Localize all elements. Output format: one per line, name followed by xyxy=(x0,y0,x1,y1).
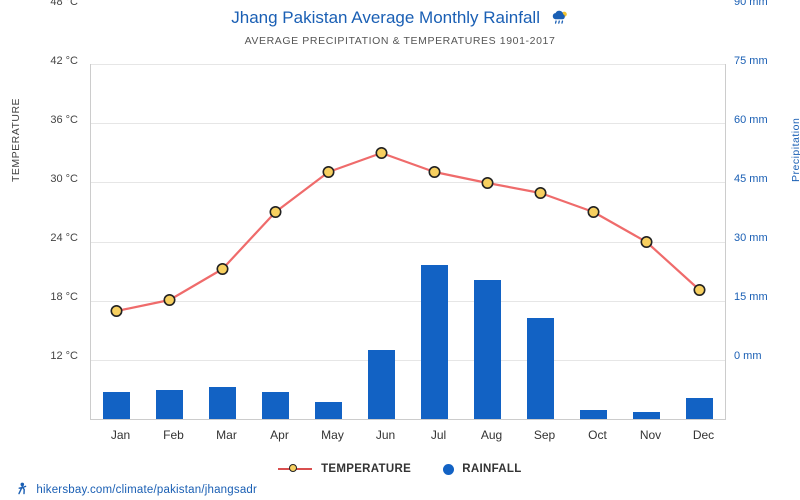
x-axis-tick: Mar xyxy=(216,428,237,442)
weather-rain-sun-icon xyxy=(551,10,569,31)
x-axis-tick: Sep xyxy=(533,428,556,442)
legend-label-temperature: TEMPERATURE xyxy=(321,463,412,475)
page-subtitle: AVERAGE PRECIPITATION & TEMPERATURES 190… xyxy=(244,35,556,47)
x-axis-tick: Jan xyxy=(110,428,131,442)
temperature-point-oct xyxy=(587,206,600,219)
y-axis-left-tick: 48 °C xyxy=(50,0,78,8)
plot-area xyxy=(90,64,726,420)
chart-legend: TEMPERATURE RAINFALL xyxy=(0,463,800,475)
bar-rainfall-aug xyxy=(474,280,501,419)
x-axis-tick: Aug xyxy=(480,428,503,442)
x-axis-tick: Jun xyxy=(375,428,396,442)
legend-label-rainfall: RAINFALL xyxy=(462,463,522,475)
y-axis-right-line xyxy=(725,64,726,420)
bar-rainfall-may xyxy=(315,402,342,419)
bar-rainfall-mar xyxy=(209,387,236,419)
legend-item-temperature[interactable]: TEMPERATURE xyxy=(278,463,411,475)
bar-rainfall-apr xyxy=(262,392,289,419)
y-axis-left-tick: 42 °C xyxy=(50,55,78,67)
y-axis-left-tick: 30 °C xyxy=(50,173,78,185)
temperature-point-jul xyxy=(428,166,441,179)
y-axis-left-tick: 12 °C xyxy=(50,350,78,362)
y-axis-left-title: TEMPERATURE xyxy=(10,97,22,182)
x-axis-tick: Apr xyxy=(270,428,289,442)
x-axis-tick: Feb xyxy=(163,428,184,442)
x-axis-tick: Oct xyxy=(588,428,607,442)
y-axis-right-tick: 45 mm xyxy=(734,173,768,185)
y-axis-left-tick: 24 °C xyxy=(50,232,78,244)
temperature-point-aug xyxy=(481,177,494,190)
temperature-line-series xyxy=(110,147,706,318)
footer-text: hikersbay.com/climate/pakistan/jhangsadr xyxy=(36,484,258,496)
y-axis-right-tick: 75 mm xyxy=(734,55,768,67)
gridline xyxy=(90,123,726,124)
x-axis-tick: Nov xyxy=(639,428,662,442)
rainfall-dot-icon xyxy=(442,463,454,475)
y-axis-left-tick: 36 °C xyxy=(50,114,78,126)
temperature-point-nov xyxy=(640,236,653,249)
temperature-point-may xyxy=(322,166,335,179)
y-axis-right-tick: 0 mm xyxy=(734,350,762,362)
gridline xyxy=(90,301,726,302)
x-axis-line xyxy=(90,419,726,420)
y-axis-left-line xyxy=(90,64,91,420)
bar-rainfall-sep xyxy=(527,318,554,419)
bar-rainfall-nov xyxy=(633,412,660,419)
page-title-text: Jhang Pakistan Average Monthly Rainfall xyxy=(231,8,540,27)
y-axis-right-tick: 30 mm xyxy=(734,232,768,244)
temperature-point-jun xyxy=(375,147,388,160)
bar-rainfall-oct xyxy=(580,410,607,419)
bar-rainfall-jun xyxy=(368,350,395,419)
y-axis-left-tick: 18 °C xyxy=(50,291,78,303)
x-axis-tick: May xyxy=(321,428,344,442)
temperature-point-jan xyxy=(110,305,123,318)
temperature-point-dec xyxy=(693,284,706,297)
y-axis-right-tick: 15 mm xyxy=(734,291,768,303)
x-axis-tick: Jul xyxy=(430,428,447,442)
temperature-point-mar xyxy=(216,263,229,276)
temperature-point-sep xyxy=(534,187,547,200)
temperature-point-apr xyxy=(269,206,282,219)
hiker-icon xyxy=(16,482,29,498)
legend-item-rainfall[interactable]: RAINFALL xyxy=(442,463,522,475)
temperature-line-icon xyxy=(278,463,313,475)
footer-link[interactable]: hikersbay.com/climate/pakistan/jhangsadr xyxy=(16,482,257,498)
bar-rainfall-dec xyxy=(686,398,713,419)
gridline xyxy=(90,242,726,243)
page-title: Jhang Pakistan Average Monthly Rainfall xyxy=(0,8,800,31)
gridline xyxy=(90,360,726,361)
gridline xyxy=(90,182,726,183)
gridline xyxy=(90,64,726,65)
y-axis-right-tick: 90 mm xyxy=(734,0,768,8)
temperature-point-feb xyxy=(163,294,176,307)
y-axis-right-tick: 60 mm xyxy=(734,114,768,126)
x-axis-tick: Dec xyxy=(692,428,715,442)
bar-rainfall-jul xyxy=(421,265,448,419)
bar-rainfall-jan xyxy=(103,392,130,419)
bar-rainfall-feb xyxy=(156,390,183,419)
